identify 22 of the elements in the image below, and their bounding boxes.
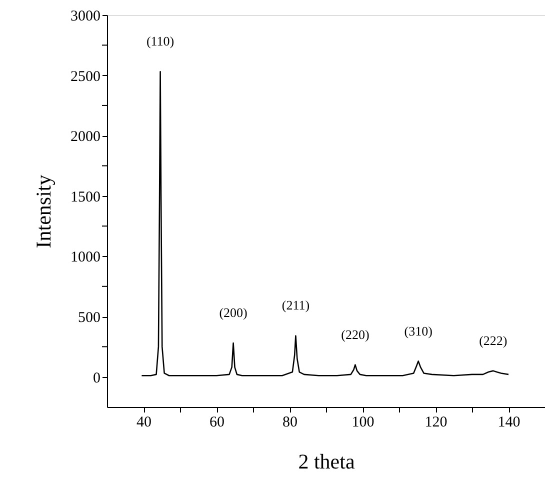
y-axis-title: Intensity [32,174,56,248]
x-tick-label: 140 [498,414,520,430]
annotation: (110) [146,34,174,49]
annotation: (211) [282,298,310,313]
line-series [141,71,510,376]
annotation: (200) [219,304,248,320]
annotation: (310) [404,324,432,339]
x-tick-label: 100 [352,414,374,430]
annotation: (222) [479,333,508,348]
x-axis-title: 2 theta [298,450,356,474]
y-tick-label: 1500 [70,189,100,206]
x-tick-label: 120 [424,414,448,430]
y-tick-label: 500 [78,310,100,326]
y-tick-label: 1000 [70,250,100,266]
y-tick-label: 2000 [70,129,100,146]
x-tick-label: 40 [136,414,152,430]
y-tick-label: 0 [93,370,100,386]
x-tick-label: 80 [282,414,298,430]
annotation: (220) [341,327,370,342]
x-tick-label: 60 [210,414,224,430]
y-tick-label: 2500 [70,68,100,85]
y-tick-label: 3000 [70,8,100,24]
